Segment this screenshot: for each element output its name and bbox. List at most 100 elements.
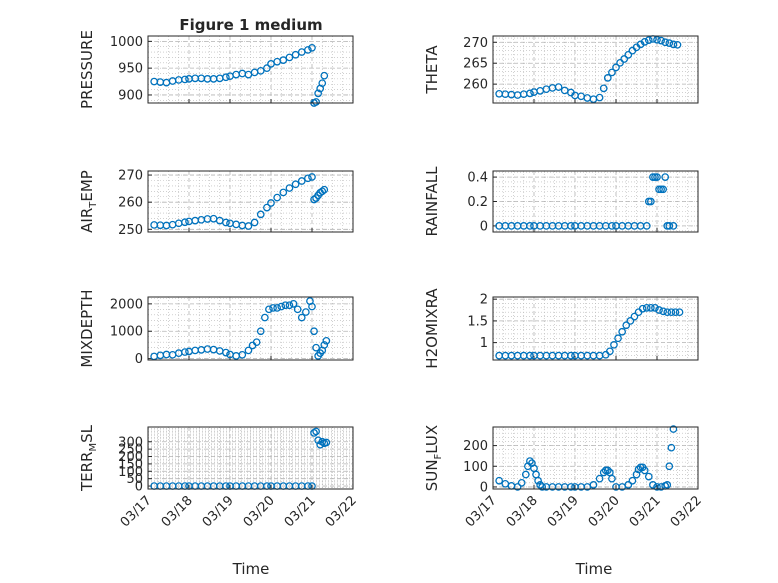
data-point	[312, 98, 320, 106]
data-point	[304, 46, 312, 54]
y-axis-label: AIRTEMP	[78, 170, 99, 233]
subplot-mixdepth: 0 1000 2000 MIXDEPTH	[78, 289, 354, 368]
data-point	[526, 89, 534, 98]
data-point	[657, 36, 665, 45]
data-point	[618, 327, 627, 336]
data-point	[291, 180, 300, 189]
data-point	[671, 308, 680, 317]
data-point	[279, 56, 288, 64]
data-point	[222, 218, 230, 227]
data-point	[653, 483, 661, 491]
data-point	[256, 66, 265, 75]
data-point	[599, 84, 608, 93]
y-tick-label: 2000	[110, 297, 143, 312]
y-tick-label: 0	[480, 219, 488, 234]
data-point	[675, 308, 684, 317]
data-point	[567, 351, 575, 360]
y-tick-label: 200	[118, 450, 143, 465]
data-point	[673, 40, 682, 49]
y-axis-label: PRESSURE	[78, 30, 96, 109]
y-axis-label-main: THETA	[423, 45, 441, 95]
x-tick-label: 03/19	[200, 493, 237, 530]
data-point	[624, 481, 633, 489]
y-axis-label-main: MIXDEPTH	[78, 289, 96, 367]
y-tick-label: 0	[135, 352, 143, 367]
data-point	[304, 174, 312, 183]
data-point	[526, 351, 534, 360]
data-point	[661, 173, 670, 181]
data-point	[649, 481, 657, 489]
y-tick-label: 900	[118, 88, 143, 103]
data-point	[640, 466, 649, 475]
data-point	[663, 308, 672, 317]
data-point	[310, 429, 318, 437]
x-axis-label-right: Time	[575, 560, 613, 578]
axes-frame	[147, 426, 354, 490]
data-point	[653, 173, 661, 181]
data-point	[526, 457, 534, 465]
data-point	[669, 222, 678, 230]
y-axis-label: SUNFLUX	[423, 425, 444, 491]
x-tick-label: 03/20	[241, 493, 278, 530]
y-axis-label: TERRMSL	[78, 424, 99, 492]
subplot-theta: 260 265 270 THETA	[423, 35, 699, 104]
y-axis-label-tail: EMP	[78, 170, 96, 201]
y-axis-label: RAINFALL	[423, 166, 441, 237]
x-tick-label: 03/19	[545, 493, 582, 530]
data-point	[238, 350, 247, 359]
data-point	[614, 334, 622, 343]
axes-frame	[147, 170, 354, 233]
data-point	[642, 304, 651, 312]
y-tick-label: 250	[118, 443, 143, 458]
axes-frame	[492, 296, 699, 361]
data-point	[554, 83, 563, 91]
y-tick-label: 0.2	[467, 195, 488, 210]
y-axis-label-main: RAINFALL	[423, 166, 441, 237]
data-point	[595, 474, 604, 483]
data-point	[620, 55, 629, 63]
data-point	[314, 436, 322, 445]
data-point	[667, 308, 676, 317]
data-point	[181, 75, 189, 84]
data-point	[281, 301, 290, 310]
y-tick-label: 300	[118, 435, 143, 450]
data-point	[222, 73, 230, 82]
data-point	[318, 437, 327, 446]
y-tick-label: 1.5	[467, 314, 488, 329]
y-tick-label: 200	[463, 439, 488, 454]
data-point	[661, 38, 670, 47]
data-point	[605, 347, 614, 356]
data-point	[603, 74, 612, 82]
data-point	[644, 472, 653, 481]
y-axis-label: THETA	[423, 45, 441, 95]
data-point	[608, 474, 616, 483]
data-point	[289, 299, 298, 308]
data-point	[285, 184, 294, 192]
series-points	[495, 304, 684, 360]
data-point	[293, 305, 302, 314]
data-point	[320, 71, 329, 80]
data-point	[624, 50, 633, 59]
data-point	[628, 476, 637, 485]
data-point	[653, 35, 661, 44]
data-point	[644, 36, 653, 45]
data-point	[279, 188, 288, 197]
data-point	[320, 185, 329, 194]
y-axis-label-main: SUN	[423, 459, 441, 491]
axes-frame	[147, 35, 354, 104]
data-point	[181, 218, 189, 227]
data-point	[608, 68, 616, 77]
data-point	[250, 218, 259, 227]
data-point	[312, 343, 320, 352]
data-point	[222, 348, 230, 357]
data-point	[646, 304, 655, 312]
y-tick-label: 0.4	[467, 171, 488, 186]
data-point	[589, 481, 598, 489]
data-point	[630, 312, 639, 321]
x-tick-label: 03/21	[282, 493, 319, 530]
data-point	[669, 40, 678, 49]
data-point	[322, 336, 331, 345]
data-point	[595, 93, 604, 102]
data-point	[626, 317, 635, 325]
